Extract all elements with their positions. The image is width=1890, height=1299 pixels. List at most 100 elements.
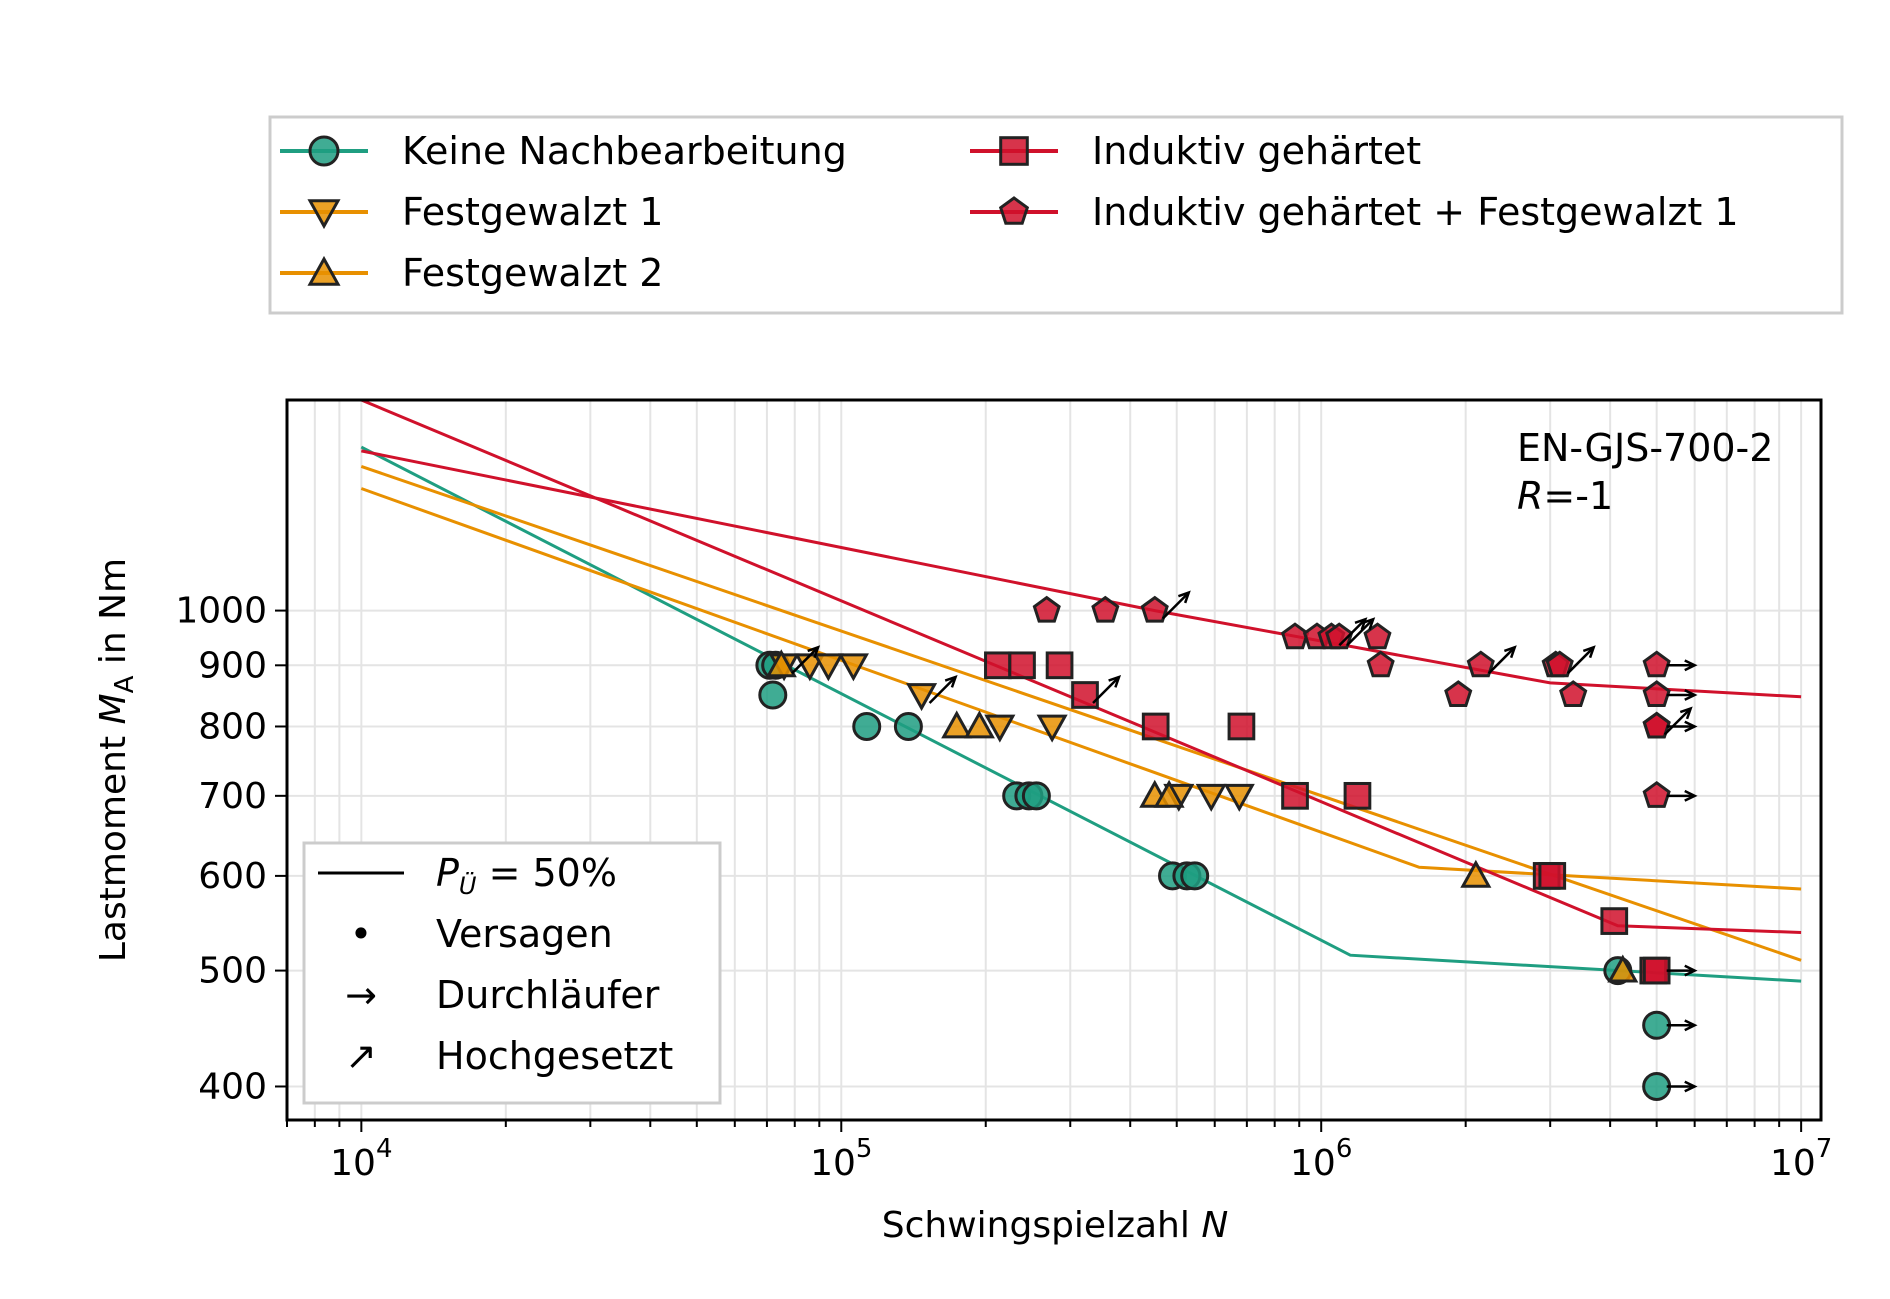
legend-label: Induktiv gehärtet: [1092, 129, 1421, 173]
runout-arrow: [1666, 964, 1698, 977]
annotation-ratio: R=-1: [1517, 474, 1613, 518]
axes-frame: [285, 398, 1823, 1122]
data-point-induktiv-geh-rtet-festgewalzt-1: [1545, 650, 1574, 678]
key-symbol: ↗: [345, 1034, 377, 1078]
key-legend-items: PÜ = 50% • Versagen → Durchläufer ↗ Hochgesetz…: [318, 851, 673, 1078]
runout-arrow: [1666, 659, 1698, 672]
legend-item-induktiv-geh-rtet-festgewalzt-1: Induktiv gehärtet + Festgewalzt 1: [970, 190, 1739, 234]
raised-arrow: [1566, 645, 1596, 675]
data-point-induktiv-geh-rtet: [1008, 651, 1036, 680]
raised-arrow: [1161, 590, 1191, 620]
annotation-material: EN-GJS-700-2: [1517, 426, 1773, 470]
x-axis-label-text: Schwingspielzahl: [882, 1205, 1190, 1246]
x-axis-label: Schwingspielzahl N: [882, 1205, 1229, 1246]
legend-item-induktiv-geh-rtet: Induktiv gehärtet: [970, 129, 1421, 173]
legend-item-keine-nachbearbeitung: Keine Nachbearbeitung: [280, 129, 847, 173]
key-legend: PÜ = 50% • Versagen → Durchläufer ↗ Hochgesetz…: [302, 841, 722, 1105]
runout-arrows: [791, 590, 1698, 1093]
x-tick-label: 107: [1770, 1134, 1832, 1184]
legend-marker-circle: [308, 135, 340, 167]
legend-label: Festgewalzt 1: [402, 190, 663, 234]
data-point-induktiv-geh-rtet: [1600, 907, 1629, 935]
data-point-festgewalzt-1: [812, 653, 844, 682]
data-point-keine-nachbearbeitung: [1180, 861, 1210, 891]
data-point-induktiv-geh-rtet-festgewalzt-1: [1444, 680, 1473, 707]
key-legend-item: PÜ = 50%: [318, 851, 617, 900]
data-point-induktiv-geh-rtet-festgewalzt-1: [1642, 711, 1671, 739]
data-point-keine-nachbearbeitung: [852, 711, 882, 741]
data-point-induktiv-geh-rtet: [1642, 956, 1671, 985]
data-point-festgewalzt-1: [906, 683, 938, 712]
raised-arrow: [791, 645, 821, 675]
data-point-induktiv-geh-rtet-festgewalzt-1: [1363, 622, 1392, 650]
legend-marker-pentagon: [998, 196, 1030, 225]
raised-arrow: [1487, 645, 1517, 675]
key-legend-item: → Durchläufer: [345, 973, 660, 1017]
annotation-ratio-var: R: [1517, 474, 1543, 518]
fit-curve-induktiv-geh-rtet-festgewalzt-1: [361, 449, 1802, 699]
data-point-keine-nachbearbeitung: [1642, 1071, 1672, 1101]
y-axis-ticks: 400 500 600 700 800 900 1000: [175, 591, 287, 1107]
data-point-induktiv-geh-rtet: [1281, 781, 1309, 810]
plot-area: [285, 398, 1823, 1122]
raised-arrow: [928, 674, 958, 704]
legend-marker-triangle-up: [307, 255, 341, 286]
series-legend: Keine Nachbearbeitung Festgewalzt 1 Festge…: [268, 115, 1844, 315]
data-point-induktiv-geh-rtet-festgewalzt-1: [1325, 622, 1354, 650]
key-legend-item: • Versagen: [350, 912, 613, 956]
data-point-keine-nachbearbeitung: [1021, 781, 1051, 811]
key-label: Versagen: [436, 912, 613, 956]
legend-label: Festgewalzt 2: [402, 251, 663, 295]
data-point-festgewalzt-1: [1195, 783, 1227, 812]
data-point-keine-nachbearbeitung: [758, 680, 788, 710]
y-axis-label-unit: in Nm: [93, 558, 134, 664]
fit-curve-festgewalzt-2: [360, 487, 1802, 891]
y-tick-label: 1000: [175, 591, 267, 632]
data-point-festgewalzt-1: [984, 714, 1016, 743]
x-axis-label-var: N: [1201, 1205, 1228, 1246]
data-point-induktiv-geh-rtet-festgewalzt-1: [1280, 622, 1310, 650]
raised-arrow: [1346, 617, 1376, 647]
data-point-festgewalzt-2: [1607, 954, 1639, 983]
key-legend-item: ↗ Hochgesetzt: [345, 1034, 673, 1078]
data-point-festgewalzt-2: [765, 649, 797, 678]
key-symbol: →: [345, 973, 377, 1017]
data-point-induktiv-geh-rtet-festgewalzt-1: [1642, 680, 1671, 707]
data-point-induktiv-geh-rtet-festgewalzt-1: [1032, 595, 1061, 623]
data-point-festgewalzt-1: [1223, 783, 1255, 812]
x-tick-label: 105: [810, 1134, 872, 1184]
x-tick-label: 106: [1290, 1134, 1352, 1184]
data-point-festgewalzt-2: [1460, 859, 1492, 888]
legend-label: Induktiv gehärtet + Festgewalzt 1: [1092, 190, 1739, 234]
data-point-festgewalzt-2: [1153, 779, 1185, 808]
data-points: [755, 595, 1672, 1101]
runout-arrow: [1666, 1080, 1698, 1093]
data-point-induktiv-geh-rtet-festgewalzt-1: [1091, 595, 1120, 623]
key-label: Durchläufer: [436, 973, 660, 1017]
key-symbol: •: [350, 912, 372, 956]
data-point-induktiv-geh-rtet-festgewalzt-1: [1140, 595, 1169, 623]
key-label: Hochgesetzt: [436, 1034, 673, 1078]
data-point-festgewalzt-1: [837, 653, 869, 682]
raised-arrow: [1092, 674, 1122, 704]
data-point-festgewalzt-2: [941, 710, 973, 739]
y-tick-label: 500: [198, 951, 267, 992]
runout-arrow: [1666, 1019, 1698, 1032]
data-point-keine-nachbearbeitung: [1642, 1010, 1672, 1040]
x-tick-label: 104: [330, 1134, 392, 1184]
y-tick-label: 400: [198, 1066, 267, 1107]
annotation-ratio-value: =-1: [1543, 474, 1613, 518]
y-axis-label: Lastmoment MA in Nm: [93, 558, 140, 962]
y-tick-label: 700: [198, 776, 267, 817]
key-legend-box: [302, 841, 722, 1105]
legend-marker-square: [999, 136, 1029, 166]
y-axis-label-var: M: [93, 693, 134, 724]
legend-marker-triangle-down: [307, 199, 341, 230]
data-point-induktiv-geh-rtet: [1538, 862, 1567, 890]
data-point-induktiv-geh-rtet-festgewalzt-1: [1642, 780, 1671, 808]
data-point-induktiv-geh-rtet-festgewalzt-1: [1366, 650, 1395, 678]
data-point-induktiv-geh-rtet: [1045, 651, 1074, 680]
runout-arrow: [1666, 689, 1698, 701]
data-point-induktiv-geh-rtet: [1227, 712, 1256, 741]
